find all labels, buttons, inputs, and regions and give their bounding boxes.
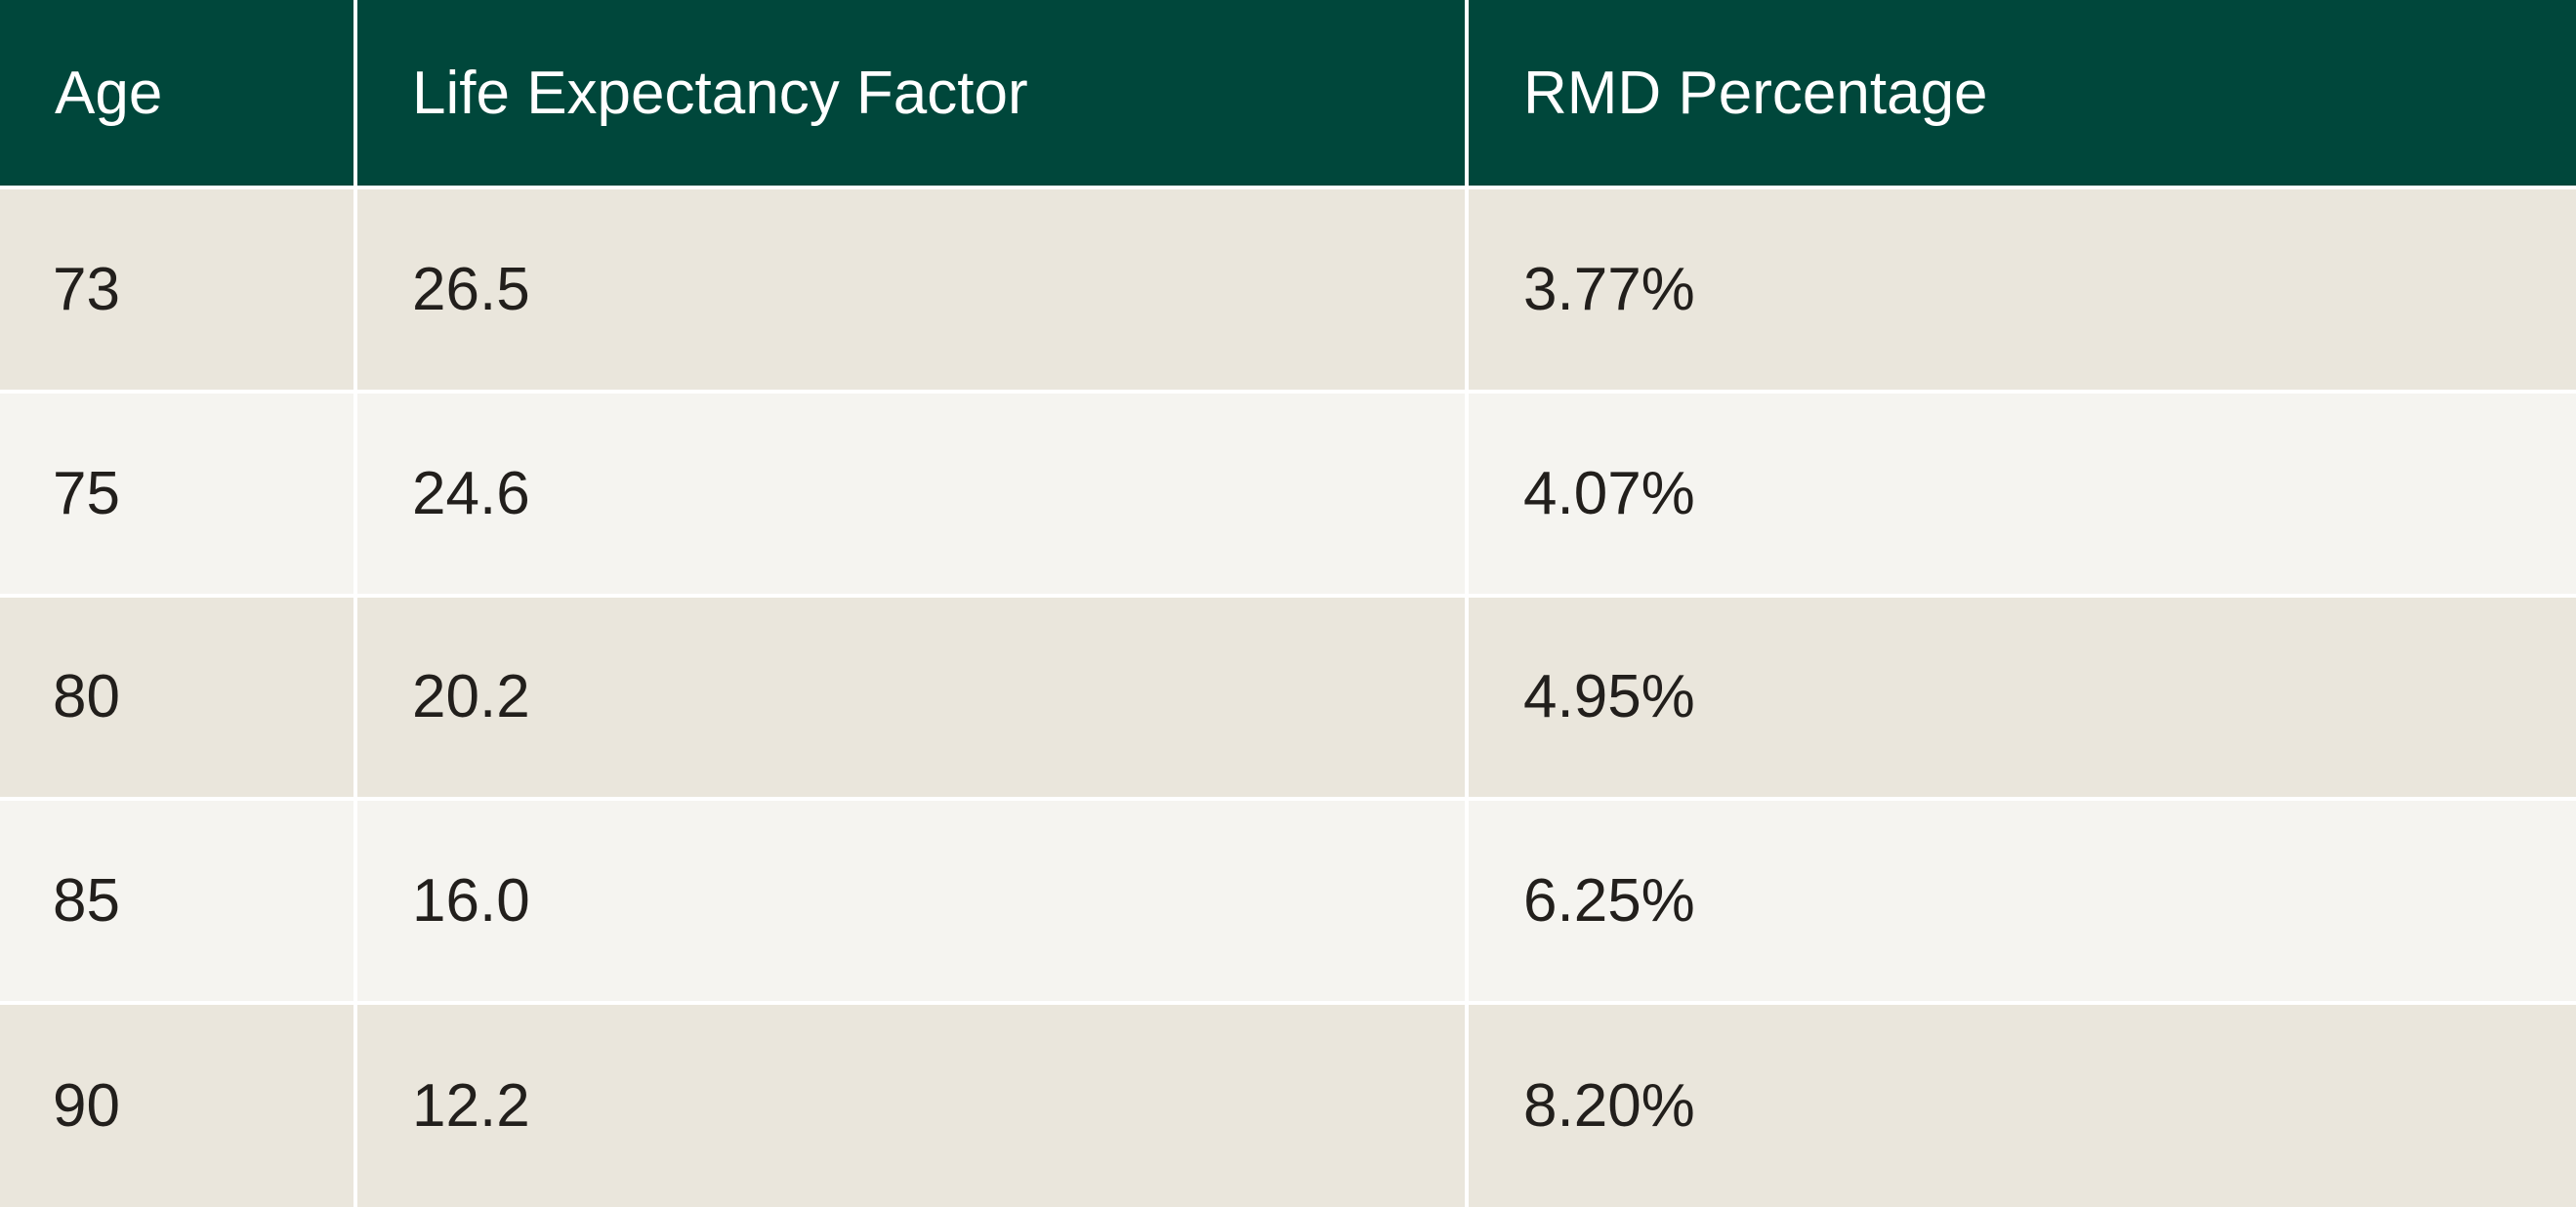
rmd-percentage-cell: 4.95%	[1467, 595, 2576, 802]
age-cell: 85	[0, 799, 357, 1006]
life-expectancy-factor-value: 20.2	[412, 663, 530, 731]
life-expectancy-factor-cell: 12.2	[355, 1003, 1469, 1207]
age-value: 80	[53, 663, 120, 731]
rmd-percentage-cell: 8.20%	[1467, 1003, 2576, 1207]
life-expectancy-factor-cell: 26.5	[355, 187, 1469, 394]
rmd-percentage-cell: 6.25%	[1467, 799, 2576, 1006]
column-header-rmd-percentage: RMD Percentage	[1467, 0, 2576, 189]
rmd-percentage-value: 8.20%	[1523, 1072, 1695, 1141]
table-header: Age Life Expectancy Factor RMD Percentag…	[0, 0, 2576, 189]
life-expectancy-factor-value: 16.0	[412, 867, 530, 936]
age-value: 85	[53, 867, 120, 936]
life-expectancy-factor-value: 12.2	[412, 1072, 530, 1141]
column-header-life-expectancy-factor-label: Life Expectancy Factor	[412, 59, 1028, 127]
column-header-rmd-percentage-label: RMD Percentage	[1523, 59, 1988, 127]
rmd-percentage-value: 3.77%	[1523, 255, 1695, 323]
age-cell: 80	[0, 595, 357, 802]
rmd-percentage-cell: 3.77%	[1467, 187, 2576, 394]
column-header-life-expectancy-factor: Life Expectancy Factor	[355, 0, 1469, 189]
age-cell: 73	[0, 187, 357, 394]
column-header-age-label: Age	[55, 59, 163, 127]
life-expectancy-factor-value: 26.5	[412, 255, 530, 323]
rmd-percentage-cell: 4.07%	[1467, 391, 2576, 598]
column-header-age: Age	[0, 0, 357, 189]
age-value: 73	[53, 255, 120, 323]
life-expectancy-factor-cell: 16.0	[355, 799, 1469, 1006]
age-value: 75	[53, 459, 120, 527]
rmd-percentage-value: 4.95%	[1523, 663, 1695, 731]
life-expectancy-factor-value: 24.6	[412, 459, 530, 527]
table-row: 90 12.2 8.20%	[0, 1003, 2576, 1207]
rmd-percentage-value: 6.25%	[1523, 867, 1695, 936]
table-body: 73 26.5 3.77% 75 24.6 4.07% 80 20.2 4.95…	[0, 187, 2576, 1207]
header-row: Age Life Expectancy Factor RMD Percentag…	[0, 0, 2576, 189]
life-expectancy-factor-cell: 24.6	[355, 391, 1469, 598]
table-row: 75 24.6 4.07%	[0, 391, 2576, 598]
age-cell: 90	[0, 1003, 357, 1207]
rmd-percentage-value: 4.07%	[1523, 459, 1695, 527]
table-row: 73 26.5 3.77%	[0, 187, 2576, 394]
life-expectancy-factor-cell: 20.2	[355, 595, 1469, 802]
age-value: 90	[53, 1072, 120, 1141]
table-row: 80 20.2 4.95%	[0, 595, 2576, 802]
table-row: 85 16.0 6.25%	[0, 799, 2576, 1006]
age-cell: 75	[0, 391, 357, 598]
